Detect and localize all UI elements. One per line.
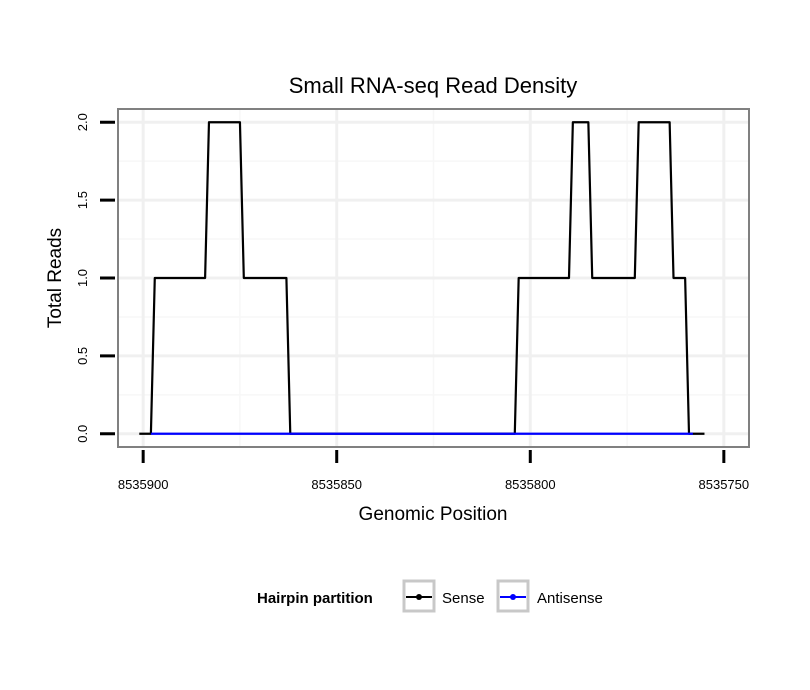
y-tick-label: 0.0 (75, 425, 90, 443)
x-axis: 8535900 8535850 8535800 8535750 (118, 450, 749, 492)
legend-label-sense: Sense (442, 590, 485, 607)
y-tick-label: 1.0 (75, 269, 90, 287)
y-tick-label: 2.0 (75, 113, 90, 131)
legend-title: Hairpin partition (257, 590, 373, 607)
plot-panel (117, 108, 750, 448)
plot-border (117, 108, 750, 448)
legend-key-dot-sense (416, 594, 422, 600)
legend-entry-antisense: Antisense (496, 579, 603, 613)
legend-label-antisense: Antisense (537, 590, 603, 607)
y-tick-label: 1.5 (75, 191, 90, 209)
y-axis-title: Total Reads (45, 228, 66, 328)
legend: Hairpin partition Sense Antisense (257, 579, 603, 613)
series-line-sense (139, 121, 705, 435)
x-tick-label: 8535750 (699, 477, 750, 492)
y-axis: 0.0 0.5 1.0 1.5 2.0 (75, 113, 115, 443)
x-tick-label: 8535800 (505, 477, 556, 492)
chart-title: Small RNA-seq Read Density (289, 73, 578, 98)
legend-entry-sense: Sense (402, 579, 485, 613)
x-axis-title: Genomic Position (359, 504, 508, 525)
x-tick-label: 8535850 (311, 477, 362, 492)
x-tick-label: 8535900 (118, 477, 169, 492)
legend-key-dot-antisense (510, 594, 516, 600)
y-tick-label: 0.5 (75, 347, 90, 365)
series-layer (139, 121, 705, 435)
